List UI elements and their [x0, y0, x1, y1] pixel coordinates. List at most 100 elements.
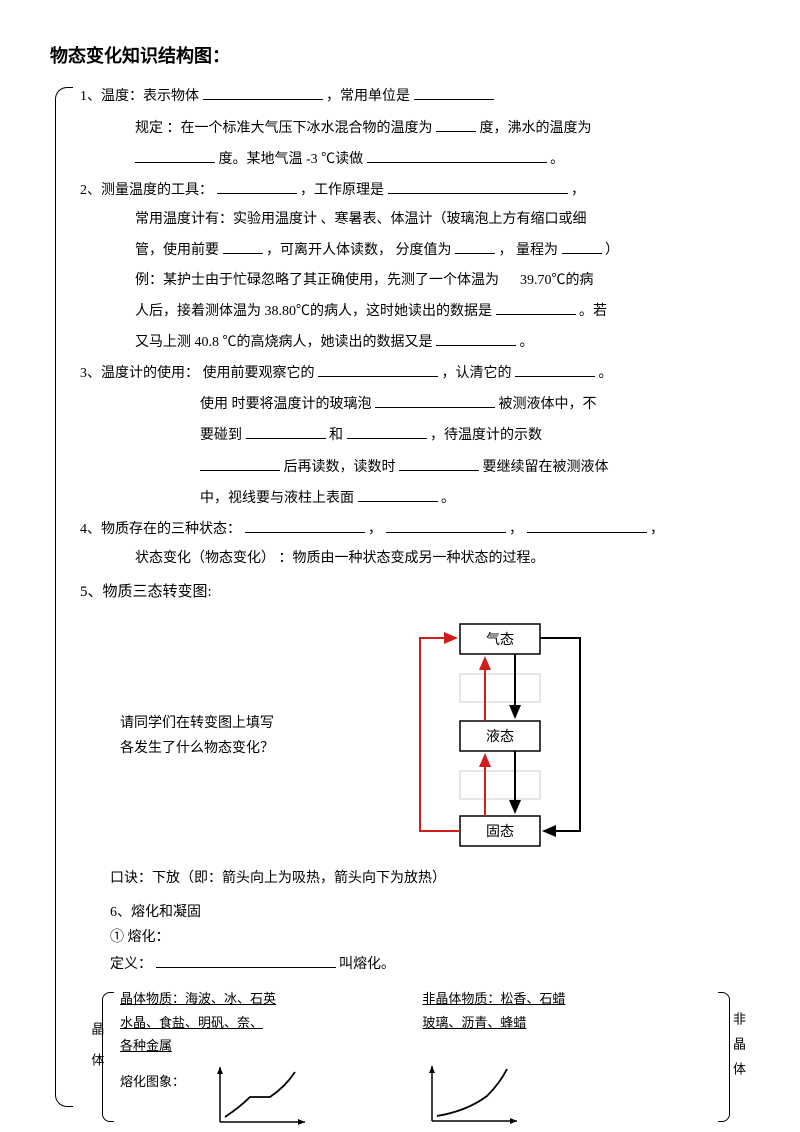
gas-label: 气态: [486, 632, 514, 648]
item-2: 2、测量温度的工具： ，工作原理是 ，: [80, 176, 740, 203]
text: 请同学们在转变图上填写: [120, 711, 360, 736]
text: 6、熔化和凝固: [110, 900, 740, 925]
item-1b: 规定 ：在一个标准大气压下冰水混合物的温度为 度，沸水的温度为: [80, 114, 740, 141]
blank[interactable]: [246, 421, 326, 439]
text: ）: [605, 243, 619, 258]
text: 要继续留在被测液体: [483, 460, 609, 475]
text: 3、温度计的使用： 使用前要观察它的: [80, 366, 315, 381]
text: ，: [509, 522, 523, 537]
item-2d: 例：某护士由于忙碌忽略了其正确使用，先测了一个体温为 39.70℃的病: [80, 268, 740, 293]
text: 熔化图象：: [120, 1062, 210, 1132]
text: ，认清它的: [442, 366, 512, 381]
item-6: 6、熔化和凝固 ① 熔化： 定义： 叫熔化。 晶体 晶体物质：海波、冰、石英 水…: [80, 900, 740, 1132]
text: 又马上测 40.8 ℃的高烧病人，她读出的数据又是: [135, 335, 433, 350]
text: 和: [329, 428, 343, 443]
main-bracket: [55, 87, 73, 1107]
item-2e: 人后，接着测体温为 38.80℃的病人，这时她读出的数据是 。若: [80, 297, 740, 324]
text: ，: [571, 183, 585, 198]
mnemonic: 口诀：下放（即：箭头向上为吸热，箭头向下为放热）: [80, 866, 740, 891]
crystal-col: 晶体物质：海波、冰、石英 水晶、食盐、明矾、奈、 各种金属 熔化图象：: [110, 987, 412, 1132]
blank[interactable]: [388, 176, 568, 194]
text: 度，沸水的温度为: [480, 121, 592, 136]
text: 。若: [579, 304, 607, 319]
blank[interactable]: [200, 453, 280, 471]
blank[interactable]: [515, 359, 595, 377]
text: 。: [520, 335, 534, 350]
text: 2、测量温度的工具：: [80, 183, 213, 198]
crystal-curve: [210, 1062, 310, 1132]
item-5-title: 5、物质三态转变图:: [80, 579, 740, 606]
blank[interactable]: [455, 236, 495, 254]
text: 管，使用前要: [135, 243, 219, 258]
item-2c: 管，使用前要 ，可离开人体读数， 分度值为 ， 量程为 ）: [80, 236, 740, 263]
diagram-prompt: 请同学们在转变图上填写 各发生了什么物态变化？: [80, 711, 360, 761]
solid-label: 固态: [486, 824, 514, 840]
text: 。: [441, 491, 455, 506]
page-title: 物态变化知识结构图：: [50, 40, 740, 72]
melt-graph-crystal: 熔化图象：: [120, 1062, 412, 1132]
text: 叫熔化。: [339, 957, 395, 972]
blank[interactable]: [496, 297, 576, 315]
blank[interactable]: [217, 176, 297, 194]
text: ，可离开人体读数， 分度值为: [266, 243, 452, 258]
crystal-section: 晶体 晶体物质：海波、冰、石英 水晶、食盐、明矾、奈、 各种金属 熔化图象：: [110, 987, 740, 1132]
blank[interactable]: [562, 236, 602, 254]
blank[interactable]: [203, 82, 323, 100]
blank[interactable]: [223, 236, 263, 254]
text: ① 熔化：: [110, 925, 740, 950]
text: 度。某地气温 -3 ℃读做: [219, 152, 364, 167]
liquid-label: 液态: [486, 729, 514, 745]
bracket-left: [102, 992, 114, 1122]
text: 状态变化（物态变化） ：物质由一种状态变成另一种状态的过程。: [135, 551, 545, 566]
blank[interactable]: [245, 515, 365, 533]
text: 使用 时要将温度计的玻璃泡: [200, 397, 372, 412]
text: 常用温度计有：实验用温度计 、寒暑表、体温计（玻璃泡上方有缩口或细: [135, 212, 587, 227]
text: ，待温度计的示数: [430, 428, 542, 443]
text: 非晶体物质：松香、石蜡: [422, 987, 714, 1010]
text: 各种金属: [120, 1034, 412, 1057]
item-3e: 中，视线要与液柱上表面 。: [80, 484, 740, 511]
text: ，: [368, 522, 382, 537]
blank[interactable]: [347, 421, 427, 439]
blank[interactable]: [367, 145, 547, 163]
text: 规定 ：在一个标准大气压下冰水混合物的温度为: [135, 121, 433, 136]
blank[interactable]: [318, 359, 438, 377]
text: 4、物质存在的三种状态：: [80, 522, 241, 537]
item-1c: 度。某地气温 -3 ℃读做 。: [80, 145, 740, 172]
melt-graph-noncrystal: [422, 1061, 714, 1131]
blank[interactable]: [375, 390, 495, 408]
blank[interactable]: [399, 453, 479, 471]
text: 人后，接着测体温为 38.80℃的病人，这时她读出的数据是: [135, 304, 492, 319]
item-3: 3、温度计的使用： 使用前要观察它的 ，认清它的 。: [80, 359, 740, 386]
text: ，工作原理是: [300, 183, 384, 198]
text: ，常用单位是: [326, 89, 410, 104]
item-3b: 使用 时要将温度计的玻璃泡 被测液体中，不: [80, 390, 740, 417]
item-6-def: 定义： 叫熔化。: [110, 950, 740, 977]
blank[interactable]: [135, 145, 215, 163]
blank[interactable]: [414, 82, 494, 100]
noncrystal-label: 非晶体: [727, 1012, 750, 1087]
item-3d: 后再读数，读数时 要继续留在被测液体: [80, 453, 740, 480]
text: 1、温度：表示物体: [80, 89, 199, 104]
item-4: 4、物质存在的三种状态： ， ， ，: [80, 515, 740, 542]
text: 各发生了什么物态变化？: [120, 736, 360, 761]
text: ， 量程为: [499, 243, 559, 258]
text: 后再读数，读数时: [284, 460, 396, 475]
blank[interactable]: [358, 484, 438, 502]
item-2b: 常用温度计有：实验用温度计 、寒暑表、体温计（玻璃泡上方有缩口或细: [80, 207, 740, 232]
text: 例：某护士由于忙碌忽略了其正确使用，先测了一个体温为: [135, 273, 499, 288]
state-diagram: 气态 液态 固态: [360, 616, 620, 856]
text: 要碰到: [200, 428, 242, 443]
blank[interactable]: [436, 328, 516, 346]
text: ，: [650, 522, 664, 537]
blank[interactable]: [527, 515, 647, 533]
blank[interactable]: [436, 114, 476, 132]
blank[interactable]: [156, 950, 336, 968]
text: 晶体物质：海波、冰、石英: [120, 987, 412, 1010]
main-content: 1、温度：表示物体 ，常用单位是 规定 ：在一个标准大气压下冰水混合物的温度为 …: [50, 82, 740, 1132]
item-1: 1、温度：表示物体 ，常用单位是: [80, 82, 740, 109]
text: 中，视线要与液柱上表面: [200, 491, 354, 506]
text: 水晶、食盐、明矾、奈、: [120, 1011, 412, 1034]
text: 。: [550, 152, 564, 167]
blank[interactable]: [386, 515, 506, 533]
